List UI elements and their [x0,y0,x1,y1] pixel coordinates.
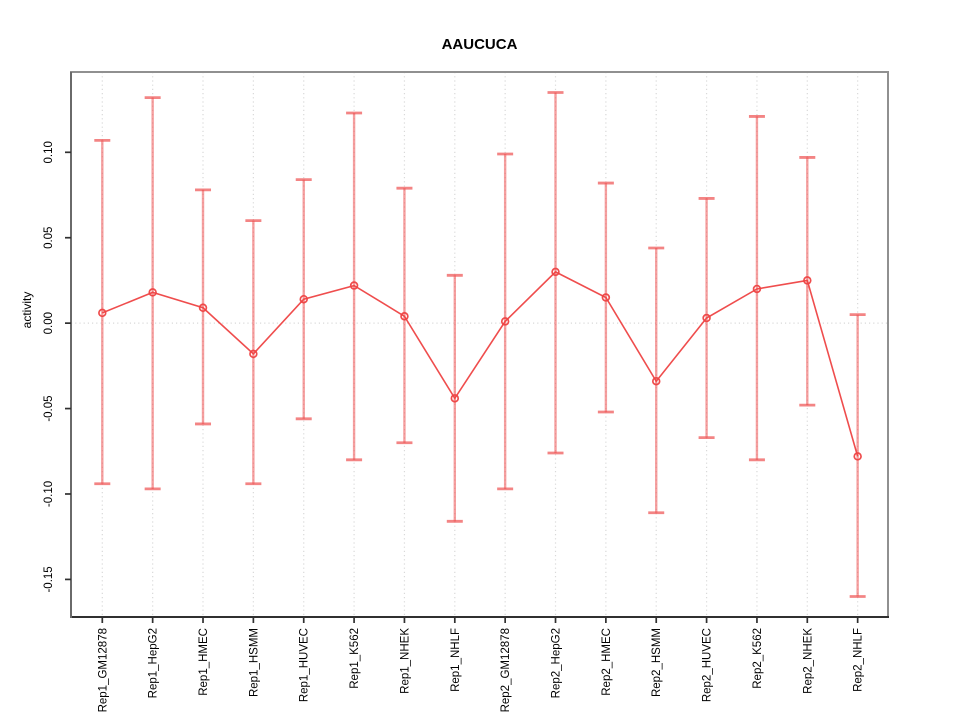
data-point [400,312,409,321]
x-tick-label: Rep1_HSMM [248,628,260,697]
data-point [551,267,560,277]
x-tick-label: Rep2_HepG2 [551,628,563,698]
x-tick-label: Rep1_K562 [349,628,361,689]
x-tick-label: Rep2_NHLF [853,628,865,692]
y-tick-label: 0.05 [43,227,55,249]
x-tick-label: Rep2_HMEC [601,628,613,696]
data-point [198,303,208,313]
data-point [450,394,460,403]
series-line [101,270,859,457]
plot-frame [70,71,889,618]
y-tick-label: 0.00 [43,312,55,334]
chart-title: AAUCUCA [441,36,518,53]
x-tick-label: Rep1_HUVEC [299,628,311,702]
data-point [752,284,762,294]
x-tick-label: Rep1_HMEC [198,628,210,696]
data-point [702,313,711,323]
data-point [148,288,157,297]
data-point [98,308,107,318]
x-tick-label: Rep1_NHLF [450,628,462,692]
x-tick-label: Rep2_GM12878 [500,628,512,712]
y-tick-label: 0.10 [43,141,55,163]
data-point [500,317,510,326]
data-point [651,376,661,386]
x-tick-label: Rep2_NHEK [802,628,814,694]
data-point [803,276,812,285]
x-tick-label: Rep1_HepG2 [148,628,160,698]
data-point [299,294,308,304]
y-tick-label: -0.15 [43,566,55,592]
x-tick-label: Rep1_NHEK [399,628,411,694]
x-tick-label: Rep1_GM12878 [97,628,109,712]
data-point [249,349,258,359]
x-tick-label: Rep2_K562 [752,628,764,689]
data-point [601,293,611,302]
y-tick-label: -0.10 [43,481,55,507]
data-point [853,452,862,461]
x-tick-label: Rep2_HUVEC [702,628,714,702]
x-tick-label: Rep2_HSMM [651,628,663,697]
y-tick-label: -0.05 [43,395,55,421]
data-point [349,281,359,290]
